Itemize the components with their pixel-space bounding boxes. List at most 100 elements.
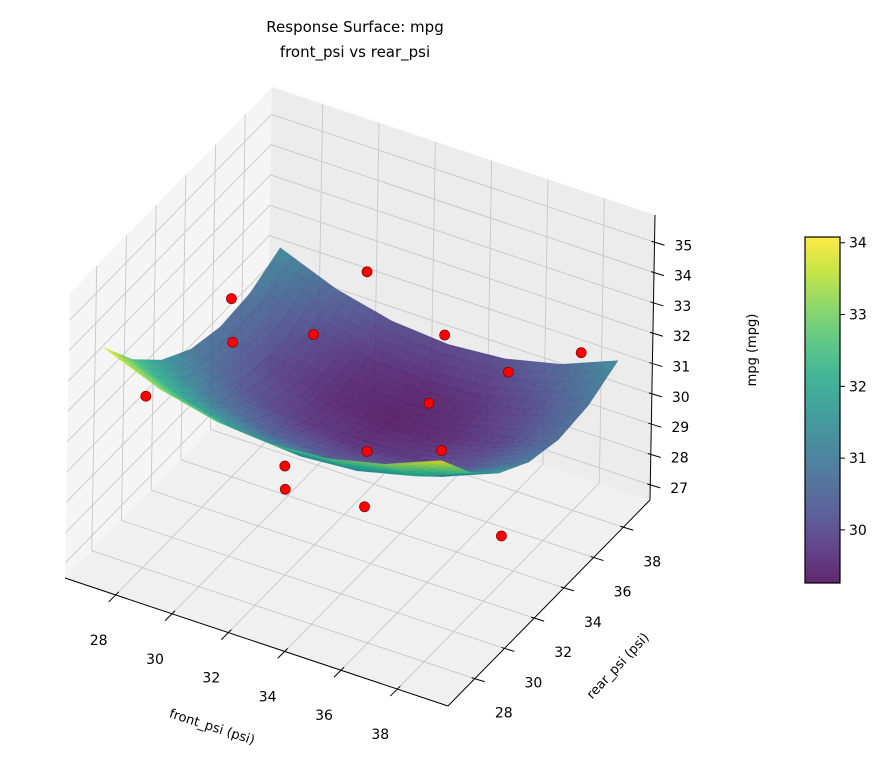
data-point: [496, 530, 507, 542]
grid-line-z: [68, 174, 271, 382]
grid-line-z: [270, 144, 655, 274]
grid-line-z: [269, 235, 653, 364]
grid-line-z: [67, 204, 271, 412]
y-axis-label: rear_psi (psi): [584, 630, 653, 702]
x-tick-label: 36: [315, 708, 333, 724]
grid-line-y: [151, 489, 535, 619]
colorbar-tick-label: 32: [849, 379, 867, 395]
data-point: [359, 501, 370, 513]
data-point: [226, 293, 237, 305]
data-point: [423, 397, 435, 409]
grid-line-y: [180, 174, 187, 460]
x-tick-label: 32: [202, 671, 220, 687]
z-tick-mark: [651, 240, 665, 246]
y-tick-label: 34: [584, 615, 602, 631]
z-tick-label: 27: [670, 481, 688, 497]
grid-line-z: [69, 113, 272, 321]
grid-line-x: [396, 482, 600, 690]
y-tick-label: 32: [554, 645, 572, 661]
grid-line-z: [269, 204, 654, 334]
grid-line-x: [340, 463, 544, 671]
z-tick-mark: [647, 483, 661, 489]
z-tick-label: 34: [674, 269, 692, 285]
grid-line-z: [67, 235, 270, 442]
x-tick-label: 30: [146, 652, 164, 668]
data-point: [308, 329, 319, 340]
colorbar-bar: [804, 236, 841, 584]
data-point: [361, 266, 373, 278]
z-axis-label: mpg (mpg): [745, 314, 760, 387]
data-point: [279, 483, 291, 495]
y-tick-mark: [590, 556, 604, 562]
z-tick-label: 33: [673, 299, 691, 315]
data-point: [439, 329, 451, 341]
x-tick-mark: [164, 610, 176, 622]
grid-line-y: [180, 459, 564, 589]
grid-line-x: [284, 445, 487, 652]
z-tick-mark: [650, 271, 665, 277]
z-tick-mark: [650, 301, 664, 307]
y-tick-mark: [620, 525, 634, 531]
x-tick-mark: [333, 666, 345, 678]
colorbar-tick-label: 31: [849, 451, 867, 467]
x-tick-mark: [220, 629, 232, 640]
z-tick-mark: [649, 362, 663, 368]
axis-lines: [64, 214, 665, 707]
colorbar-tick-label: 33: [849, 308, 867, 324]
grid-line-y: [210, 429, 594, 558]
y-tick-mark: [501, 646, 515, 652]
y-tick-mark: [530, 616, 545, 622]
y-tick-label: 30: [525, 675, 543, 691]
z-tick-mark: [648, 392, 663, 398]
z-tick-label: 28: [671, 451, 689, 467]
surface-patch: [429, 460, 448, 464]
data-point: [140, 390, 152, 402]
z-tick-label: 32: [673, 329, 691, 345]
grid-line-z: [270, 174, 654, 304]
grid-line-y: [150, 205, 157, 491]
colorbar: 30 31 32 33 34: [804, 236, 867, 584]
y-tick-mark: [471, 677, 485, 683]
left-wall-pane: [65, 87, 272, 578]
z-tick-mark: [647, 453, 661, 458]
chart-title: Response Surface: mpg: [266, 18, 443, 36]
grid-line-y: [91, 265, 98, 551]
x-tick-mark: [389, 685, 401, 697]
x-axis-line: [64, 577, 449, 707]
grid-line-z: [271, 113, 655, 243]
y-tick-mark: [560, 586, 575, 592]
grid-line-x: [598, 198, 605, 484]
data-point: [227, 336, 239, 348]
colorbar-tick-label: 30: [849, 523, 867, 539]
surface-and-points: [103, 247, 619, 542]
y-tick-label: 28: [495, 706, 513, 722]
grid-line-y: [120, 235, 127, 521]
z-tick-label: 29: [671, 420, 689, 436]
y-tick-label: 38: [643, 554, 661, 570]
x-tick-label: 28: [90, 633, 108, 649]
data-point: [575, 347, 587, 359]
grid-line-y: [91, 550, 475, 680]
z-tick-mark: [648, 422, 662, 428]
data-point: [279, 460, 291, 472]
chart-subtitle: front_psi vs rear_psi: [280, 43, 430, 62]
z-tick-label: 31: [672, 360, 690, 376]
z-axis-line: [649, 214, 656, 501]
y-axis-line: [447, 499, 651, 707]
x-tick-label: 38: [371, 727, 389, 743]
x-axis-label: front_psi (psi): [167, 707, 256, 749]
grid-line-z: [68, 144, 272, 351]
z-tick-label: 30: [672, 390, 690, 406]
grid-line-y: [121, 520, 505, 649]
x-tick-label: 34: [259, 689, 277, 705]
x-tick-mark: [108, 591, 120, 603]
y-tick-label: 36: [614, 585, 632, 601]
tick-labels: 28 30 32 34 36 38 28 30 32 34 36 38 27 28 29 30 31 32 33 34…: [90, 238, 693, 743]
data-point: [361, 445, 373, 457]
data-point: [502, 366, 514, 378]
z-tick-mark: [649, 331, 664, 337]
x-tick-mark: [277, 648, 289, 659]
data-point: [436, 445, 447, 456]
z-tick-label: 35: [675, 238, 693, 254]
